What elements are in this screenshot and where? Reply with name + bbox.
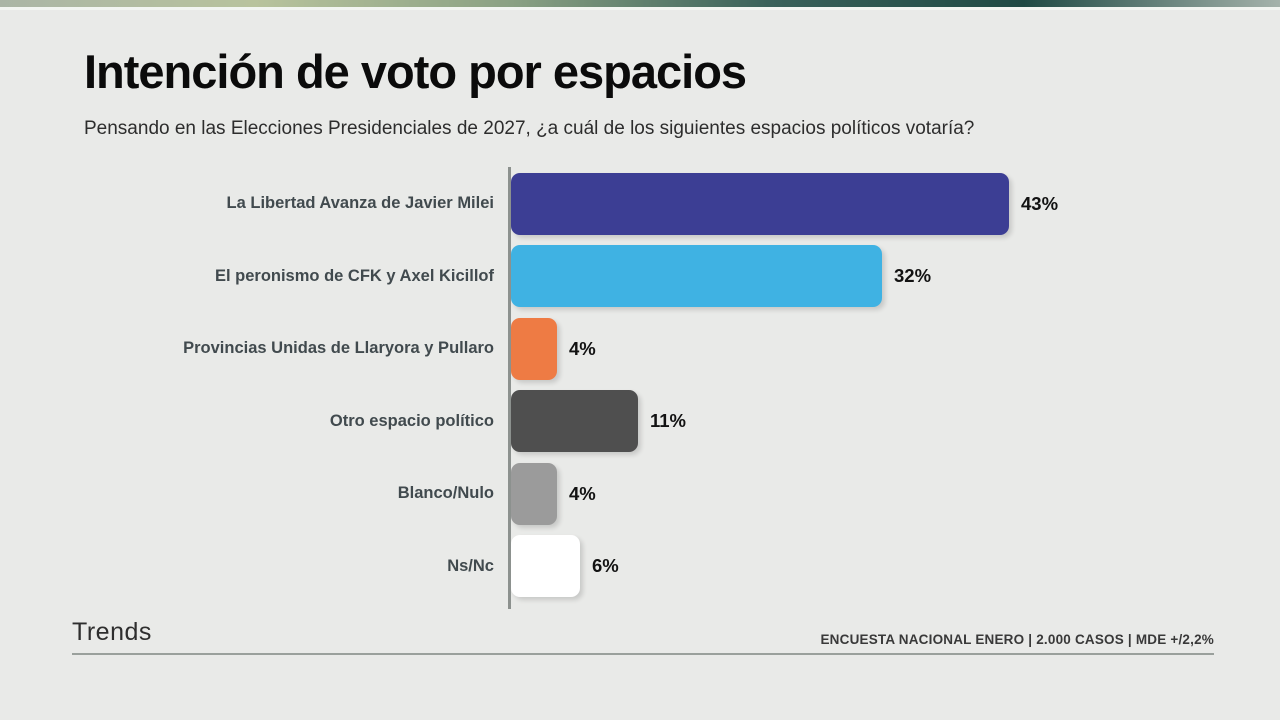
category-label: Ns/Nc bbox=[447, 556, 494, 575]
bar bbox=[511, 245, 882, 308]
category-label: La Libertad Avanza de Javier Milei bbox=[226, 194, 494, 213]
bar-area: 43% bbox=[508, 172, 1280, 235]
page-title: Intención de voto por espacios bbox=[84, 45, 747, 98]
y-axis-line bbox=[508, 166, 511, 610]
footer: Trends ENCUESTA NACIONAL ENERO | 2.000 C… bbox=[72, 618, 1214, 655]
header: Intención de voto por espacios Pensando … bbox=[0, 10, 1280, 140]
bar bbox=[511, 390, 638, 453]
value-label: 4% bbox=[569, 337, 596, 359]
value-label: 11% bbox=[650, 410, 687, 432]
bar-row: Blanco/Nulo 4% bbox=[0, 462, 1280, 525]
bar-area: 6% bbox=[508, 535, 1280, 598]
bar-row: Provincias Unidas de Llaryora y Pullaro … bbox=[0, 317, 1280, 380]
bar-row: Otro espacio político 11% bbox=[0, 390, 1280, 453]
bar bbox=[511, 317, 557, 380]
bar-row: Ns/Nc 6% bbox=[0, 535, 1280, 598]
value-label: 43% bbox=[1021, 192, 1059, 214]
bar-row: El peronismo de CFK y Axel Kicillof 32% bbox=[0, 245, 1280, 308]
category-label: Otro espacio político bbox=[329, 411, 494, 430]
category-label: El peronismo de CFK y Axel Kicillof bbox=[214, 266, 494, 285]
category-label: Provincias Unidas de Llaryora y Pullaro bbox=[183, 339, 494, 358]
bar-rows: La Libertad Avanza de Javier Milei 43% E… bbox=[0, 172, 1280, 598]
bar-area: 4% bbox=[508, 462, 1280, 525]
bar bbox=[511, 172, 1009, 235]
value-label: 32% bbox=[894, 265, 932, 287]
page-subtitle: Pensando en las Elecciones Presidenciale… bbox=[84, 117, 975, 139]
bar-chart: La Libertad Avanza de Javier Milei 43% E… bbox=[0, 166, 1280, 610]
top-gradient-strip bbox=[0, 0, 1280, 10]
bar-area: 32% bbox=[508, 245, 1280, 308]
source-text: ENCUESTA NACIONAL ENERO | 2.000 CASOS | … bbox=[820, 632, 1214, 647]
bar bbox=[511, 462, 557, 525]
value-label: 6% bbox=[592, 555, 619, 577]
bar-area: 11% bbox=[508, 390, 1280, 453]
brand-logo: Trends bbox=[72, 618, 152, 646]
bar-row: La Libertad Avanza de Javier Milei 43% bbox=[0, 172, 1280, 235]
bar-area: 4% bbox=[508, 317, 1280, 380]
category-label: Blanco/Nulo bbox=[397, 484, 494, 503]
bar bbox=[511, 535, 580, 598]
value-label: 4% bbox=[569, 482, 596, 504]
